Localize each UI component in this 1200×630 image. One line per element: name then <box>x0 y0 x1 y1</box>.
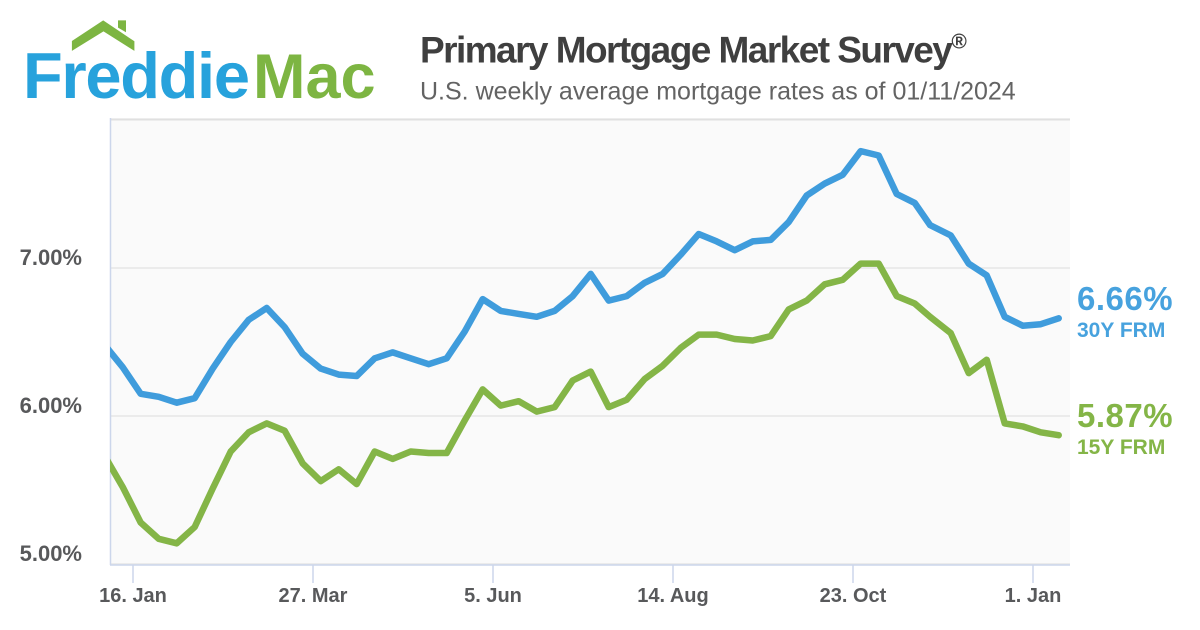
svg-text:6.00%: 6.00% <box>20 393 82 418</box>
svg-text:U.S. weekly average mortgage r: U.S. weekly average mortgage rates as of… <box>420 78 1016 106</box>
svg-text:1. Jan: 1. Jan <box>1005 585 1062 607</box>
svg-text:5. Jun: 5. Jun <box>464 585 522 607</box>
svg-text:7.00%: 7.00% <box>20 245 82 270</box>
svg-text:23. Oct: 23. Oct <box>820 585 887 607</box>
svg-text:6.66%: 6.66% <box>1077 280 1173 317</box>
svg-text:5.87%: 5.87% <box>1077 397 1173 434</box>
svg-text:16. Jan: 16. Jan <box>99 585 167 607</box>
svg-text:27. Mar: 27. Mar <box>279 585 348 607</box>
svg-text:Freddie: Freddie <box>23 39 249 112</box>
svg-text:15Y FRM: 15Y FRM <box>1077 436 1165 459</box>
svg-text:14. Aug: 14. Aug <box>637 585 709 607</box>
svg-text:Mac: Mac <box>253 42 376 112</box>
svg-text:Primary Mortgage Market Survey: Primary Mortgage Market Survey® <box>420 30 967 71</box>
svg-text:30Y FRM: 30Y FRM <box>1077 319 1165 342</box>
svg-text:5.00%: 5.00% <box>20 541 82 566</box>
